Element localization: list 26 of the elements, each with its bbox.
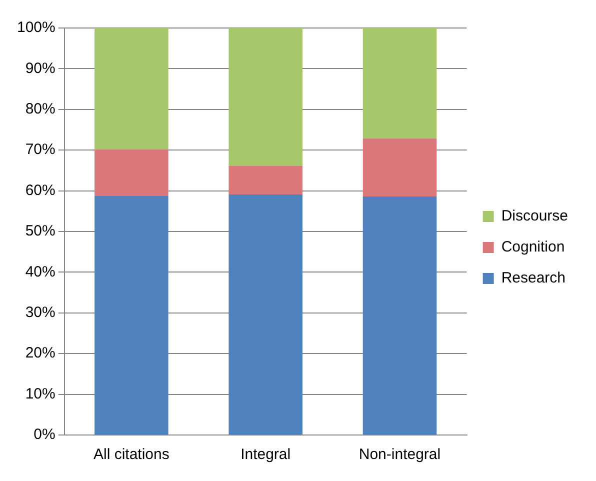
bar: [362, 138, 437, 196]
y-tick-label: 30%: [25, 304, 56, 322]
bar: [362, 196, 437, 434]
bar: [228, 28, 302, 166]
y-tick-label: 40%: [25, 263, 56, 280]
x-tick-label: Non-integral: [358, 446, 441, 464]
legend-label: Discourse: [501, 208, 568, 225]
legend-label: Research: [501, 270, 566, 287]
y-tick-label: 100%: [16, 19, 56, 36]
bar: [228, 194, 302, 434]
legend-label: Cognition: [501, 238, 565, 256]
y-tick-label: 80%: [25, 100, 56, 118]
bar: [362, 28, 437, 138]
x-tick-label: All citations: [94, 446, 170, 464]
bar: [94, 28, 168, 150]
y-tick-label: 70%: [25, 141, 56, 158]
bar: [94, 196, 168, 434]
bar: [94, 149, 168, 196]
x-tick-label: Integral: [240, 446, 291, 464]
y-tick-label: 10%: [25, 385, 56, 402]
y-tick-label: 50%: [25, 222, 56, 240]
y-tick-label: 0%: [34, 426, 56, 444]
y-tick-label: 20%: [25, 344, 56, 362]
y-tick-label: 90%: [25, 60, 56, 77]
bar: [228, 166, 302, 194]
y-tick-label: 60%: [25, 182, 56, 199]
